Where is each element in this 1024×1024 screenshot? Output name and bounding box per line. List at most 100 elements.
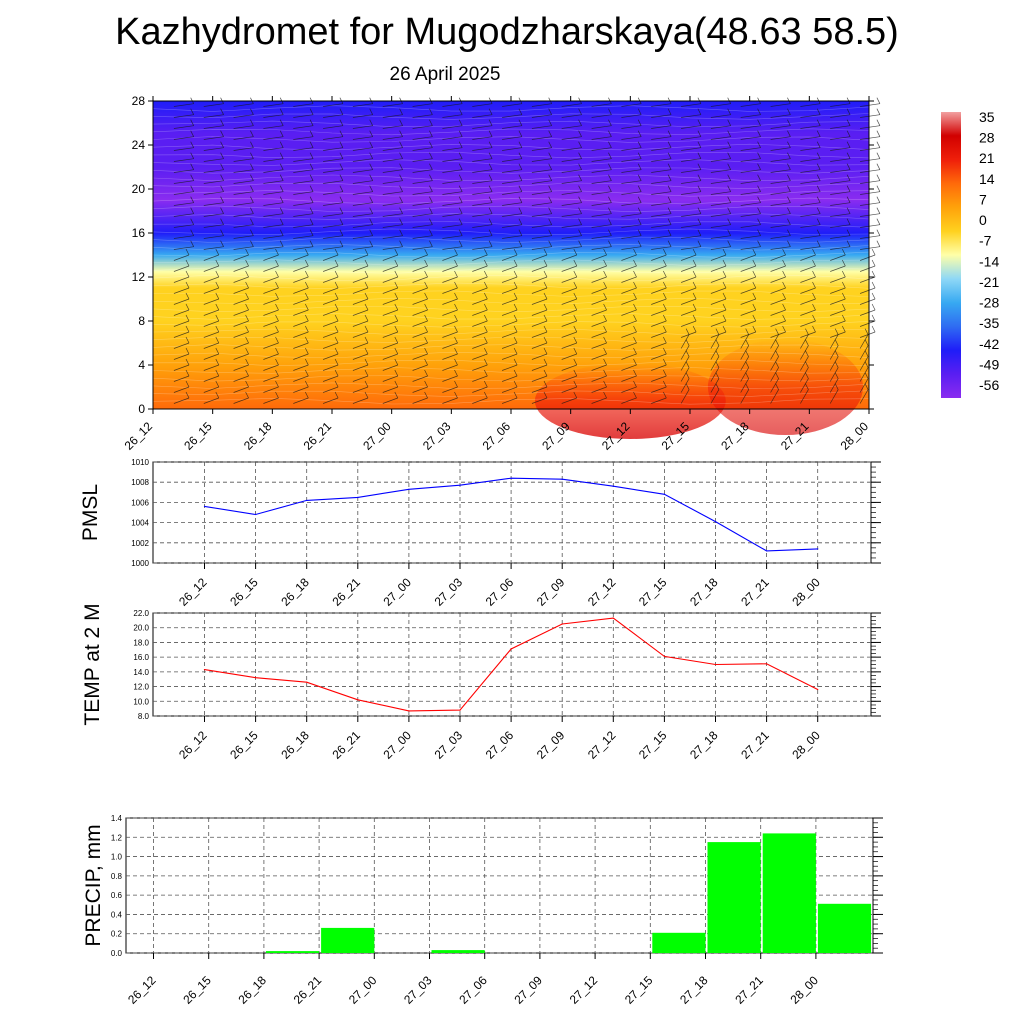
colorbar-label: 28 [979, 130, 995, 146]
x-tick-label: 26_15 [227, 728, 261, 762]
wind-barb [800, 191, 821, 195]
wind-barb-flag [722, 259, 727, 267]
wind-barb [859, 389, 869, 404]
contour-line [152, 290, 870, 297]
wind-barb-flag [488, 152, 493, 159]
wind-barb [382, 202, 403, 206]
wind-barb-flag [369, 108, 374, 115]
wind-barb-flag [667, 196, 672, 203]
data-point [459, 484, 461, 486]
wind-barb-flag [548, 108, 553, 115]
wind-barb-flag [752, 248, 757, 256]
wind-barb [263, 213, 284, 217]
wind-barb [710, 309, 727, 316]
colorbar-label: 35 [979, 109, 995, 125]
wind-barb-flag [364, 248, 369, 256]
wind-barb [740, 367, 750, 382]
wind-barb-flag [692, 292, 697, 300]
wind-barb-flag [309, 130, 314, 137]
wind-barb-flag [394, 259, 399, 267]
wind-barb [173, 158, 194, 162]
data-point [766, 663, 768, 665]
wind-barb [382, 353, 398, 360]
wind-barb-flag [454, 259, 458, 267]
colorbar-label: -7 [979, 233, 992, 249]
wind-barb-flag [816, 130, 821, 137]
wind-barb [173, 397, 190, 404]
x-tick-label: 27_18 [687, 575, 721, 609]
wind-barb [531, 353, 548, 360]
wind-barb [352, 202, 373, 206]
wind-barb-flag [513, 325, 518, 333]
wind-barb-flag [245, 259, 249, 267]
wind-barb-flag [775, 350, 779, 357]
wind-barb [770, 180, 791, 184]
wind-barb-flag [309, 240, 314, 247]
wind-barb [472, 213, 493, 217]
wind-barb [621, 364, 637, 371]
wind-barb-flag [190, 130, 195, 137]
wind-barb-flag [715, 339, 720, 346]
wind-barb-flag [548, 229, 553, 236]
wind-barb [412, 213, 433, 217]
y-tick-label: 28 [132, 94, 146, 108]
wind-barb-flag [775, 383, 779, 390]
wind-barb [203, 397, 219, 404]
wind-barb [621, 265, 637, 272]
wind-barb [770, 287, 786, 294]
colorbar-label: -35 [979, 315, 999, 331]
wind-barb [293, 158, 314, 162]
wind-barb-flag [429, 152, 433, 159]
wind-barb [472, 331, 488, 338]
wind-barb-flag [309, 174, 314, 181]
wind-barb-flag [637, 207, 642, 214]
wind-barb-flag [548, 196, 553, 203]
wind-barb [412, 397, 428, 404]
wind-barb-flag [775, 339, 779, 346]
wind-barb-flag [483, 292, 488, 300]
x-tick-label: 27_12 [585, 575, 619, 609]
wind-barb [651, 180, 672, 184]
wind-barb-flag [667, 174, 672, 181]
wind-barb [382, 103, 403, 107]
wind-barb-flag [215, 336, 220, 344]
wind-barb-flag [339, 185, 344, 192]
wind-barb-flag [757, 196, 761, 203]
wind-barb [680, 345, 690, 360]
wind-barb [293, 309, 309, 316]
wind-barb-flag [697, 174, 702, 181]
wind-barb-flag [245, 358, 249, 366]
wind-barb-flag [722, 303, 727, 311]
wind-barb-flag [633, 281, 637, 289]
wind-barb-flag [816, 119, 821, 126]
wind-barb-flag [424, 270, 428, 278]
wind-barb [710, 147, 731, 151]
wind-barb [829, 334, 839, 349]
wind-barb [293, 254, 309, 261]
data-point [357, 699, 359, 701]
x-tick-label: 27_21 [738, 728, 772, 762]
wind-barb-flag [458, 141, 463, 148]
wind-barb-flag [483, 347, 488, 355]
wind-barb-flag [215, 281, 220, 289]
wind-barb-flag [667, 152, 672, 159]
wind-barb-flag [304, 270, 309, 278]
wind-barb-flag [667, 163, 672, 170]
wind-barb-flag [692, 270, 697, 278]
wind-barb-flag [518, 141, 523, 148]
y-tick-label: 0.4 [111, 910, 123, 919]
wind-barb-flag [334, 336, 339, 344]
wind-barb-flag [692, 259, 697, 267]
wind-barb [800, 378, 809, 393]
wind-barb [173, 246, 194, 250]
wind-barb-flag [633, 325, 637, 333]
wind-barb [740, 320, 756, 327]
wind-barb [770, 320, 786, 327]
y-tick-label: 1002 [131, 539, 149, 548]
wind-barb [680, 309, 697, 316]
wind-barb [173, 287, 190, 294]
wind-barb [203, 265, 219, 272]
wind-barb-flag [518, 119, 523, 126]
wind-barb-flag [369, 163, 374, 170]
wind-barb [502, 103, 522, 107]
